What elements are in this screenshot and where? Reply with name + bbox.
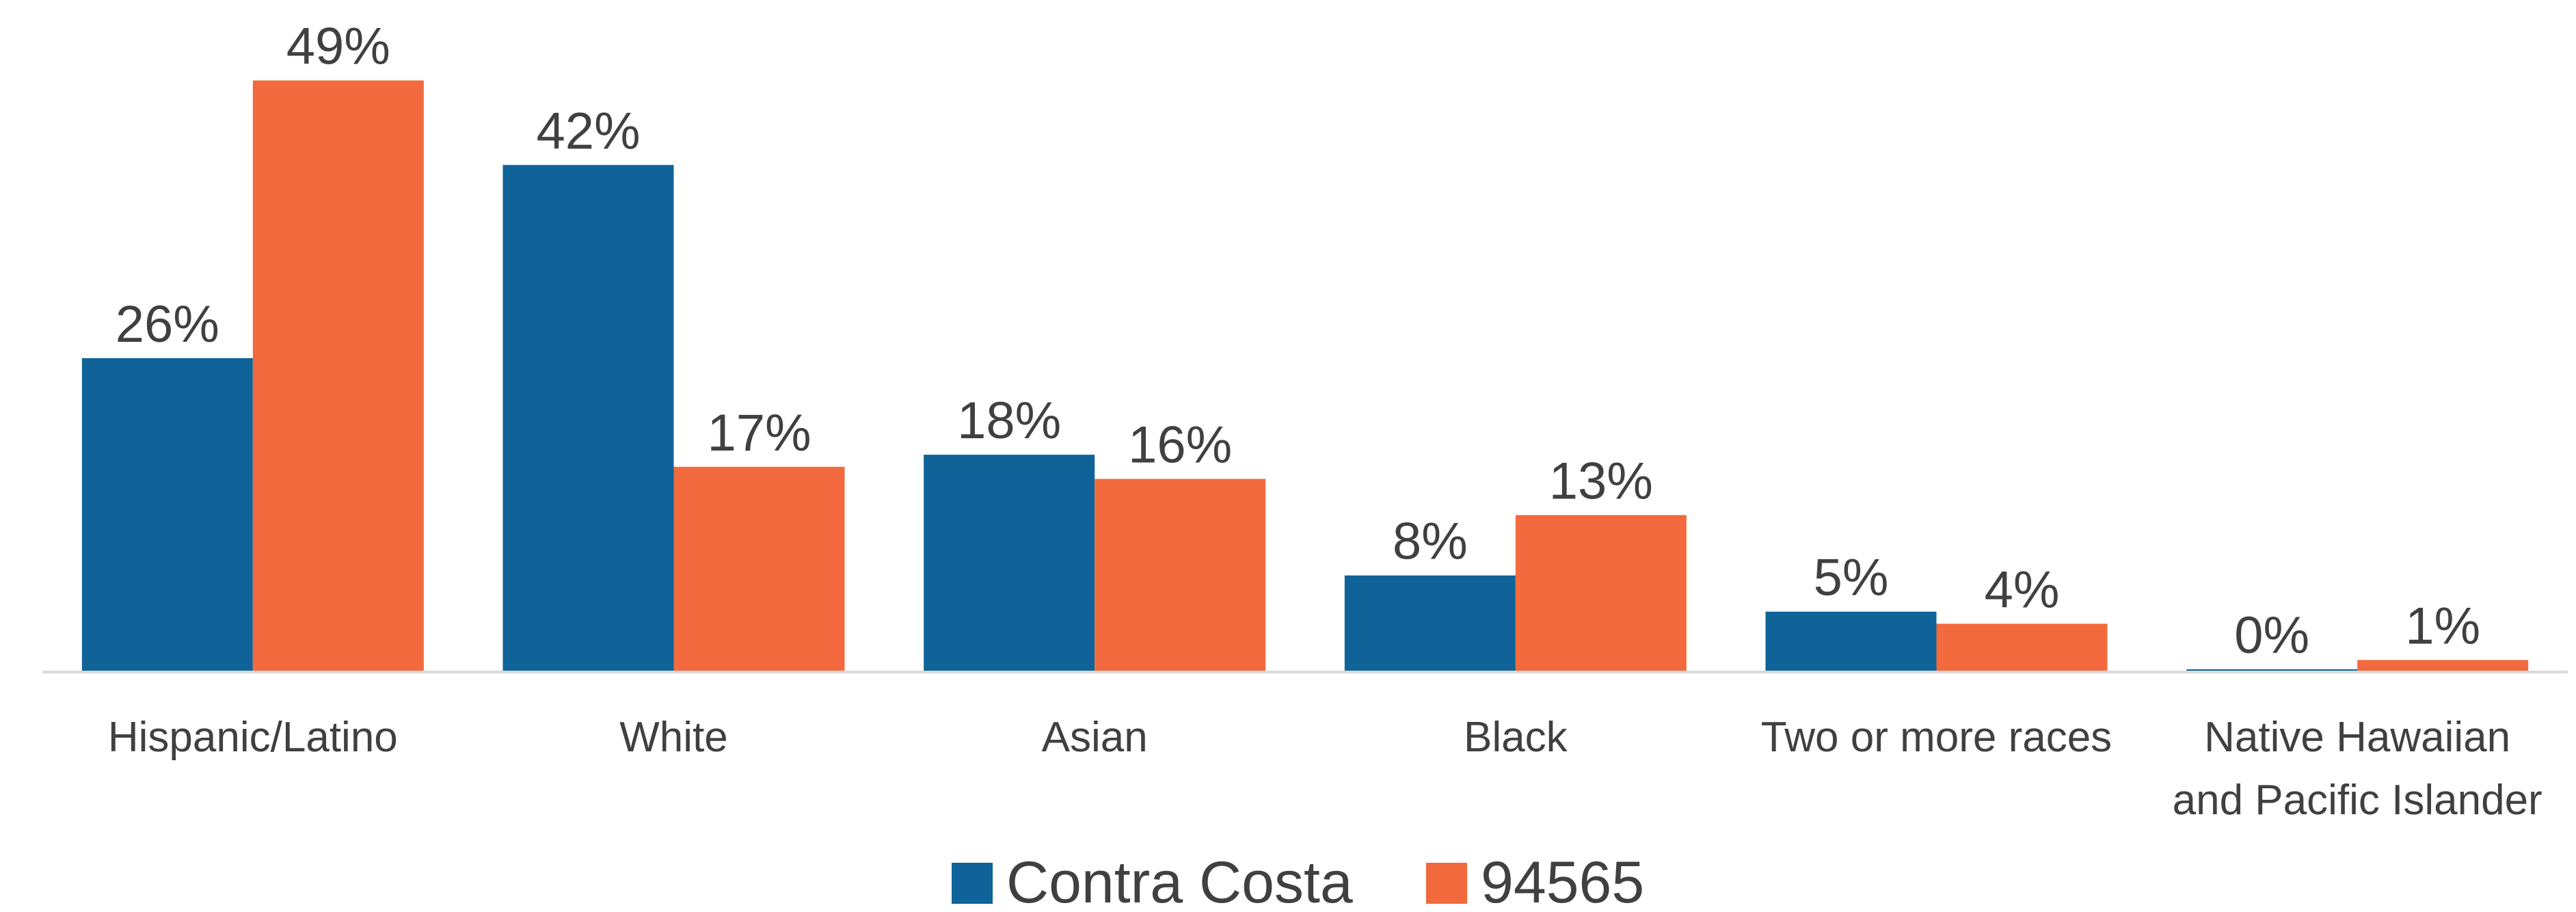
data-label-contra-costa-1: 42% [536, 102, 640, 160]
bar-zip-94565-5 [2357, 660, 2529, 672]
data-label-zip-94565-3: 13% [1549, 452, 1653, 510]
category-label-2: Asian [1042, 714, 1148, 761]
category-label-5: Native Hawaiian and Pacific Islander [2173, 714, 2543, 824]
bar-zip-94565-0 [252, 80, 424, 672]
data-label-contra-costa-0: 26% [116, 295, 219, 353]
legend-label-contra-costa: Contra Costa [1006, 850, 1353, 912]
data-label-zip-94565-4: 4% [1985, 561, 2060, 619]
category-label-0: Hispanic/Latino [108, 714, 398, 761]
category-label-line: Native Hawaiian [2204, 714, 2510, 761]
data-label-contra-costa-4: 5% [1814, 549, 1889, 607]
category-label-3: Black [1464, 714, 1568, 761]
data-label-zip-94565-0: 49% [286, 18, 390, 76]
data-label-zip-94565-5: 1% [2405, 597, 2480, 655]
legend-label-zip-94565: 94565 [1481, 850, 1644, 912]
bar-contra-costa-4 [1765, 611, 1937, 672]
data-label-zip-94565-2: 16% [1128, 416, 1232, 474]
category-label-line: Black [1464, 714, 1568, 761]
bar-zip-94565-4 [1936, 623, 2108, 672]
category-label-4: Two or more races [1761, 714, 2112, 761]
legend: Contra Costa 94565 [952, 850, 1644, 912]
bar-zip-94565-3 [1515, 515, 1687, 672]
data-label-contra-costa-2: 18% [957, 392, 1061, 450]
value-labels-group: 26% 49% 42% 17% 18% 16% 8% 13% 5% 4% 0% 1% [116, 18, 2480, 665]
bar-contra-costa-1 [502, 165, 674, 672]
legend-swatch-contra-costa [952, 863, 993, 904]
bar-zip-94565-1 [673, 466, 845, 672]
data-label-contra-costa-3: 8% [1393, 513, 1468, 571]
category-label-line: Asian [1042, 714, 1148, 761]
bar-contra-costa-2 [924, 455, 1095, 672]
data-label-contra-costa-5: 0% [2234, 606, 2309, 665]
category-label-line: and Pacific Islander [2173, 777, 2543, 824]
category-label-line: Two or more races [1761, 714, 2112, 761]
legend-swatch-zip-94565 [1426, 863, 1467, 904]
bars-group [81, 80, 2529, 672]
data-label-zip-94565-1: 17% [707, 404, 811, 462]
category-labels-group: Hispanic/Latino White Asian Black Two or mor… [108, 714, 2543, 824]
category-label-line: White [619, 714, 727, 761]
category-label-1: White [619, 714, 727, 761]
bar-contra-costa-3 [1344, 575, 1516, 672]
bar-contra-costa-0 [81, 358, 253, 672]
bar-zip-94565-2 [1095, 479, 1266, 672]
category-label-line: Hispanic/Latino [108, 714, 398, 761]
